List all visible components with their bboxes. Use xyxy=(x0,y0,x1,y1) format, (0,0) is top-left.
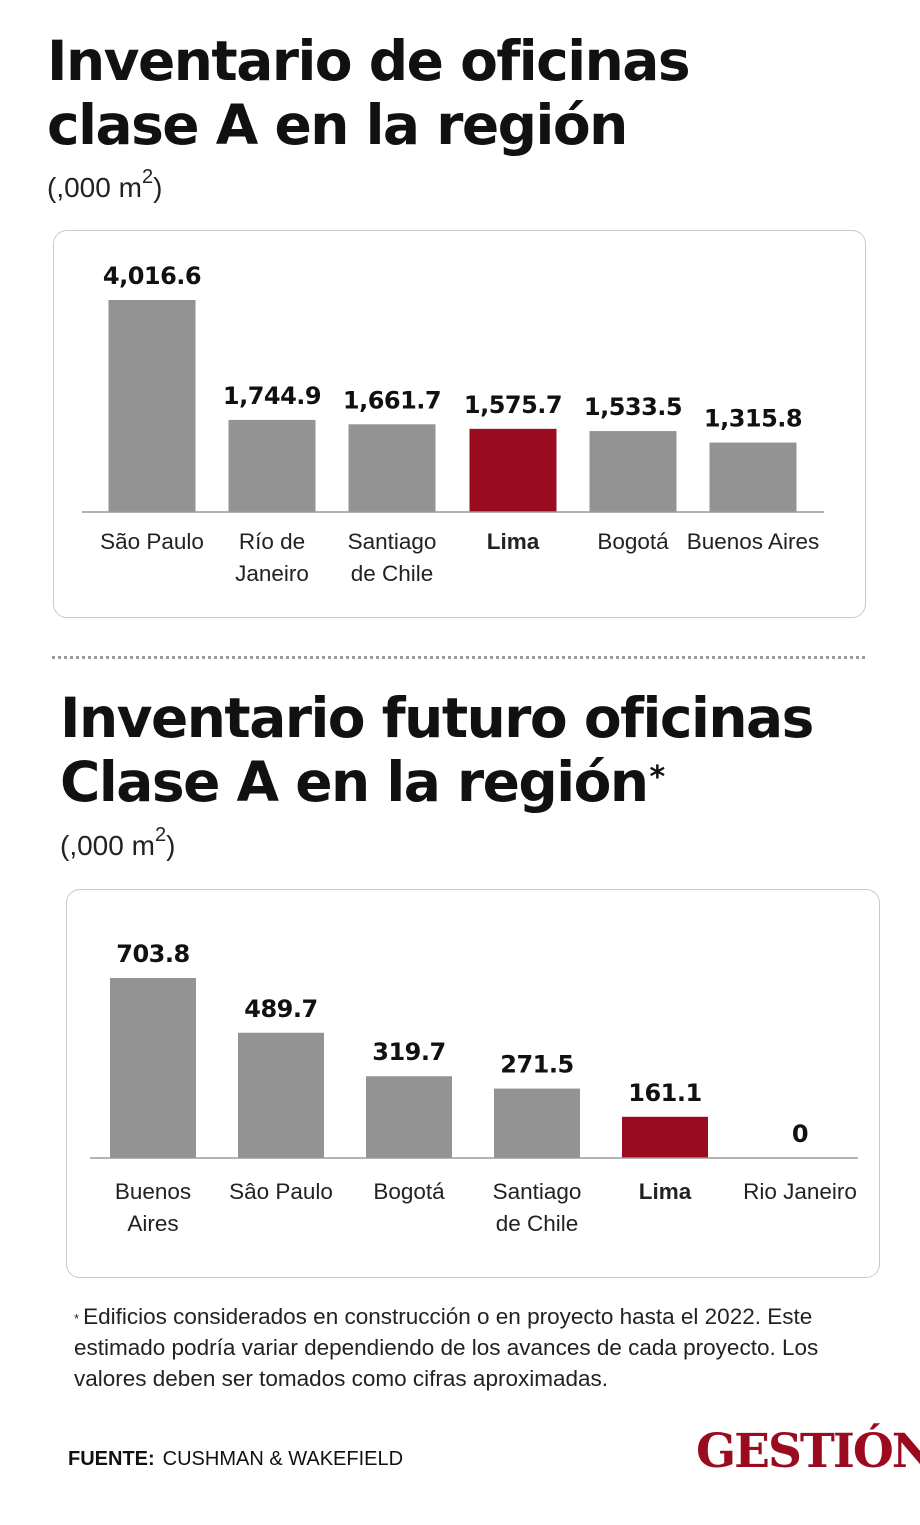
chart2-value-label: 271.5 xyxy=(500,1051,573,1079)
chart1-bar xyxy=(469,428,557,512)
chart2-category-label: Buenos xyxy=(115,1179,191,1204)
chart1-panel: 4,016.6 São Paulo 1,744.9 Río de Janeiro 1,66… xyxy=(53,230,866,618)
chart1-title: Inventario de oficinas clase A en la reg… xyxy=(47,29,691,157)
chart1-category-label: de Chile xyxy=(351,561,434,586)
chart2-unit: (,000 m2) xyxy=(60,824,176,862)
chart2-unit-sup: 2 xyxy=(154,824,167,846)
chart1-category-label: Bogotá xyxy=(597,529,669,554)
chart1-bar xyxy=(108,300,196,512)
chart2-title: Inventario futuro oficinas Clase A en la… xyxy=(60,686,814,814)
chart1-bar xyxy=(709,442,797,512)
footnote: * Edificios considerados en construcción … xyxy=(74,1301,874,1394)
chart2-unit-prefix: (,000 m xyxy=(60,830,155,861)
chart1-category-label: Santiago xyxy=(348,529,437,554)
chart2-unit-suffix: ) xyxy=(166,830,176,861)
section-divider xyxy=(52,656,865,659)
chart2-plot: 703.8 Buenos Aires 489.7 Sâo Paulo 319.7 Bogot… xyxy=(90,940,858,1236)
chart2-category-label: Rio Janeiro xyxy=(743,1179,857,1204)
chart1-unit-suffix: ) xyxy=(153,172,163,203)
chart1-value-label: 1,661.7 xyxy=(343,386,441,414)
chart1-category-label: São Paulo xyxy=(100,529,204,554)
chart1-value-label: 1,744.9 xyxy=(223,382,321,410)
chart2-title-line2-wrap: Clase A en la región* xyxy=(60,750,813,814)
chart1-unit-prefix: (,000 m xyxy=(47,172,142,203)
chart2-panel: 703.8 Buenos Aires 489.7 Sâo Paulo 319.7 Bogot… xyxy=(66,889,880,1278)
chart1-unit-sup: 2 xyxy=(141,166,154,188)
source-value: CUSHMAN & WAKEFIELD xyxy=(162,1448,404,1470)
chart1-category-label: Janeiro xyxy=(235,561,309,586)
chart2-value-label: 0 xyxy=(792,1120,808,1148)
chart2-value-label: 319.7 xyxy=(372,1038,445,1066)
chart1-category-label: Río de xyxy=(239,529,305,554)
chart1-value-label: 1,575.7 xyxy=(464,391,562,419)
chart2-bar xyxy=(622,1116,708,1158)
chart2-category-label: Lima xyxy=(639,1179,692,1204)
chart1-bar xyxy=(589,431,677,512)
chart2-value-label: 703.8 xyxy=(116,940,189,968)
footnote-marker: * xyxy=(74,1311,80,1326)
chart1-category-label: Lima xyxy=(487,529,540,554)
chart2-category-label: Bogotá xyxy=(373,1179,445,1204)
chart1-category-label: Buenos Aires xyxy=(687,529,820,554)
chart1-value-label: 4,016.6 xyxy=(103,262,201,290)
chart2-title-line2: Clase A en la región xyxy=(60,750,649,814)
chart1-bar xyxy=(228,419,316,512)
chart2-bar xyxy=(238,1032,324,1158)
chart1-bar xyxy=(348,424,436,512)
chart2-category-label: Sâo Paulo xyxy=(229,1179,333,1204)
chart2-category-label: Aires xyxy=(127,1211,178,1236)
source-line: FUENTE: CUSHMAN & WAKEFIELD xyxy=(68,1448,403,1471)
chart1-value-label: 1,315.8 xyxy=(704,405,802,433)
chart2-category-label: de Chile xyxy=(496,1211,579,1236)
brand-logo: GESTIÓN xyxy=(696,1424,920,1479)
footnote-text: Edificios considerados en construcción o… xyxy=(74,1304,819,1391)
chart1-title-line2: clase A en la región xyxy=(47,93,628,157)
source-label: FUENTE: xyxy=(68,1448,155,1470)
chart2-bar xyxy=(494,1088,580,1158)
chart1-title-line1: Inventario de oficinas xyxy=(47,29,691,93)
chart2-title-line1: Inventario futuro oficinas xyxy=(60,686,814,750)
chart2-title-asterisk: * xyxy=(649,760,666,795)
chart2-value-label: 161.1 xyxy=(628,1079,701,1107)
chart2-category-label: Santiago xyxy=(493,1179,582,1204)
chart2-value-label: 489.7 xyxy=(244,995,317,1023)
chart1-plot: 4,016.6 São Paulo 1,744.9 Río de Janeiro 1,66… xyxy=(82,262,824,586)
chart1-value-label: 1,533.5 xyxy=(584,393,682,421)
chart2-bar xyxy=(110,978,196,1158)
chart1-unit: (,000 m2) xyxy=(47,166,163,204)
chart2-bar xyxy=(366,1076,452,1158)
